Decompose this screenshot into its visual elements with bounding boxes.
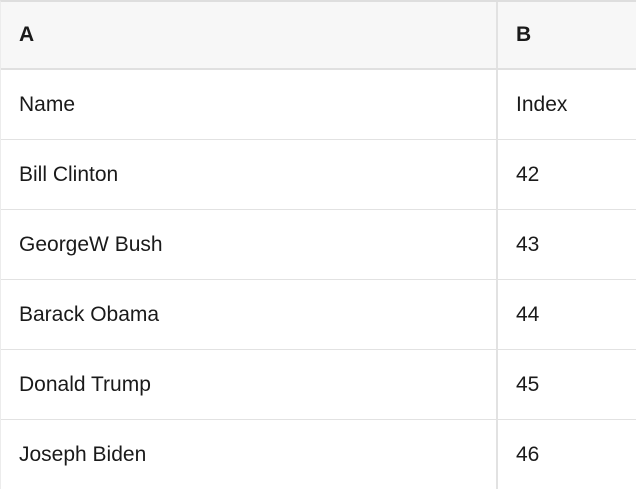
cell-b4-index-44[interactable]: 44 [516,302,540,326]
cell-b5-index-45[interactable]: 45 [516,372,540,396]
cell-a1-name-label[interactable]: Name [1,70,498,139]
table-row: Barack Obama 44 [1,280,636,350]
table-row: Joseph Biden 46 [1,420,636,489]
cell-a3-georgew-bush[interactable]: GeorgeW Bush [1,210,498,279]
cell-a6-joseph-biden[interactable]: Joseph Biden [1,420,498,489]
column-header-row: A B [1,2,636,70]
cell-b3-index-43[interactable]: 43 [516,232,540,256]
cell-a2-bill-clinton[interactable]: Bill Clinton [1,140,498,209]
table-row: Bill Clinton 42 [1,140,636,210]
cell-b6-index-46[interactable]: 46 [516,442,540,466]
cell-a4-barack-obama[interactable]: Barack Obama [1,280,498,349]
cell-b1-index-label[interactable]: Index [516,92,568,116]
table-row: GeorgeW Bush 43 [1,210,636,280]
column-header-b[interactable]: B [516,23,532,46]
column-header-a[interactable]: A [1,2,498,68]
cell-b2-index-42[interactable]: 42 [516,162,540,186]
table-row: Name Index [1,70,636,140]
cell-a5-donald-trump[interactable]: Donald Trump [1,350,498,419]
table-row: Donald Trump 45 [1,350,636,420]
